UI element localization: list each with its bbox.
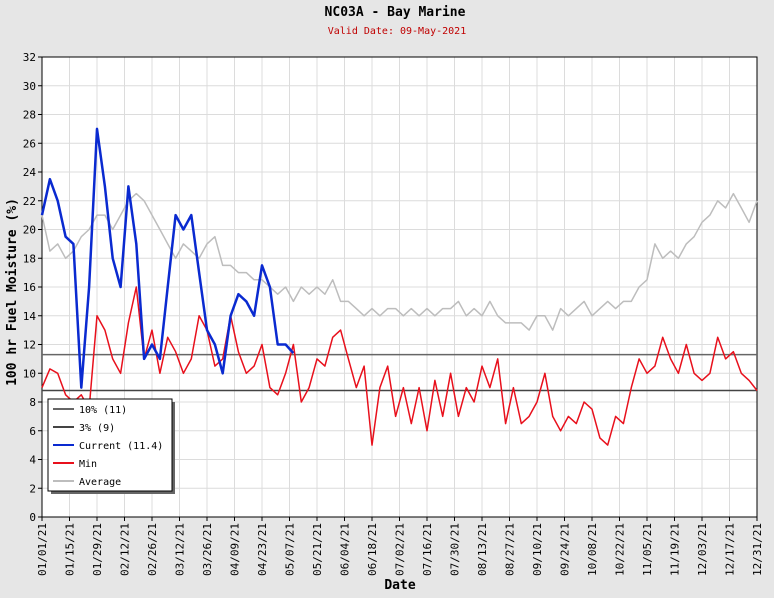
y-tick-label: 16 [23,281,36,294]
x-tick-label: 05/07/21 [284,523,297,576]
legend-label: Average [79,477,121,488]
legend-label: 3% (9) [79,423,115,434]
y-tick-label: 10 [23,367,36,380]
y-tick-label: 4 [29,454,36,467]
legend-label: Current (11.4) [79,441,163,452]
x-tick-label: 07/30/21 [449,523,462,576]
x-tick-label: 03/26/21 [201,523,214,576]
legend-label: 10% (11) [79,405,127,416]
x-tick-label: 04/23/21 [256,523,269,576]
y-tick-label: 14 [23,310,37,323]
y-tick-label: 20 [23,224,36,237]
y-tick-label: 12 [23,339,36,352]
y-tick-label: 30 [23,80,36,93]
legend-label: Min [79,459,97,470]
x-tick-label: 04/09/21 [229,523,242,576]
x-tick-label: 07/16/21 [421,523,434,576]
x-tick-label: 06/18/21 [366,523,379,576]
x-axis-label: Date [384,578,415,593]
x-tick-label: 01/29/21 [91,523,104,576]
series-line [41,286,758,446]
chart-subtitle: Valid Date: 09-May-2021 [328,26,466,37]
x-tick-label: 12/31/21 [751,523,764,576]
y-tick-label: 32 [23,51,36,64]
x-tick-label: 06/04/21 [339,523,352,576]
x-tick-label: 01/15/21 [64,523,77,576]
y-tick-label: 18 [23,252,36,265]
x-tick-label: 12/17/21 [724,523,737,576]
y-tick-label: 22 [23,195,36,208]
legend: 10% (11) 3% (9) Current (11.4) Min Average [47,398,175,494]
y-tick-label: 8 [29,396,36,409]
x-tick-label: 05/21/21 [311,523,324,576]
x-tick-label: 01/01/21 [36,523,49,576]
x-tick-label: 11/19/21 [669,523,682,576]
y-tick-label: 2 [29,482,36,495]
x-tick-label: 02/12/21 [119,523,132,576]
y-tick-label: 6 [29,425,36,438]
x-tick-label: 12/03/21 [696,523,709,576]
chart-title: NC03A - Bay Marine [325,5,466,20]
plot-border [41,56,758,518]
y-tick-label: 26 [23,137,36,150]
y-tick-label: 28 [23,109,36,122]
x-tick-label: 07/02/21 [394,523,407,576]
x-tick-label: 09/10/21 [531,523,544,576]
x-tick-label: 08/13/21 [476,523,489,576]
x-tick-label: 10/22/21 [614,523,627,576]
x-tick-label: 10/08/21 [586,523,599,576]
x-tick-label: 08/27/21 [504,523,517,576]
x-tick-label: 02/26/21 [146,523,159,576]
x-tick-label: 11/05/21 [641,523,654,576]
y-axis-label: 100 hr Fuel Moisture (%) [5,198,20,386]
series-line [40,127,295,389]
x-tick-label: 03/12/21 [174,523,187,576]
series-line [41,192,758,331]
y-tick-label: 0 [29,511,36,524]
y-tick-label: 24 [23,166,37,179]
x-tick-label: 09/24/21 [559,523,572,576]
